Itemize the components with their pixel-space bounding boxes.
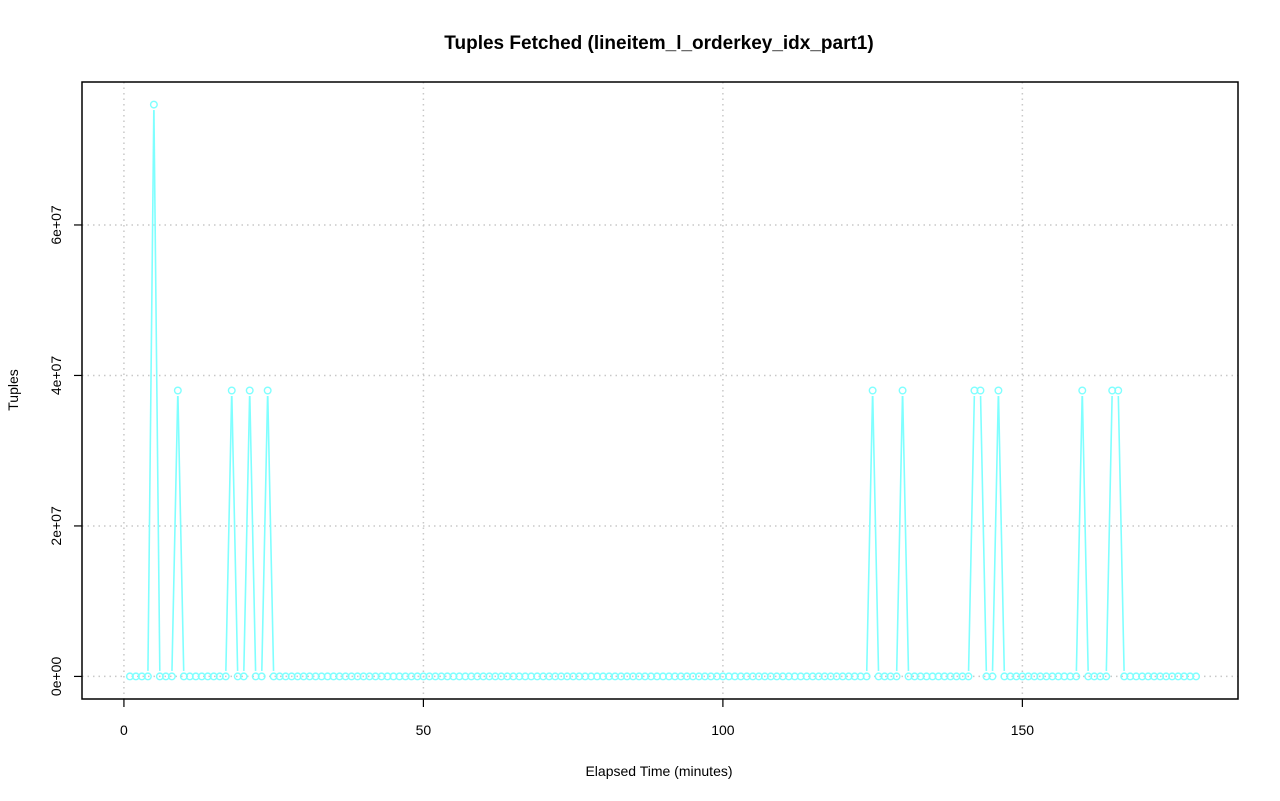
series-segment	[967, 395, 976, 671]
data-point	[221, 672, 230, 681]
series-segment	[177, 395, 185, 671]
series-segment	[225, 395, 233, 671]
series-segment	[997, 395, 1006, 671]
data-point	[149, 100, 158, 109]
y-axis-label: Tuples	[5, 369, 21, 411]
x-tick-label: 50	[416, 722, 432, 738]
series	[125, 100, 1201, 681]
series-segment	[871, 395, 880, 671]
y-tick-label: 0e+00	[48, 657, 64, 697]
x-tick-label: 100	[711, 722, 735, 738]
data-point	[1114, 386, 1123, 395]
series-segment	[249, 395, 257, 671]
data-point	[1072, 672, 1081, 681]
series-segment	[147, 110, 155, 671]
series-segment	[243, 395, 251, 671]
data-point	[898, 386, 907, 395]
series-segment	[171, 395, 179, 671]
x-axis: 0 50 100 150	[120, 699, 1034, 738]
data-point	[257, 672, 266, 681]
data-point	[862, 672, 871, 681]
data-point	[964, 672, 973, 681]
series-segment	[266, 395, 275, 671]
data-point	[227, 386, 236, 395]
chart-title: Tuples Fetched (lineitem_l_orderkey_idx_…	[444, 33, 873, 54]
data-point	[988, 672, 997, 681]
y-tick-label: 6e+07	[48, 205, 64, 245]
x-tick-label: 0	[120, 722, 128, 738]
data-point	[245, 386, 254, 395]
data-point	[239, 672, 248, 681]
plot-frame	[81, 81, 1239, 700]
data-point	[1078, 386, 1087, 395]
y-axis: 0e+00 2e+07 4e+07 6e+07	[48, 205, 82, 696]
data-point	[868, 386, 877, 395]
series-segment	[865, 395, 874, 671]
data-point	[167, 672, 176, 681]
series-segment	[1105, 395, 1113, 671]
series-segment	[895, 395, 904, 671]
x-axis-label: Elapsed Time (minutes)	[585, 763, 732, 779]
data-point	[173, 386, 182, 395]
data-point	[1102, 672, 1111, 681]
series-segment	[261, 395, 269, 671]
series-segment	[979, 395, 988, 671]
data-point	[976, 386, 985, 395]
series-segment	[991, 395, 1000, 671]
data-point	[892, 672, 901, 681]
series-segment	[1081, 395, 1089, 671]
y-tick-label: 2e+07	[48, 506, 64, 546]
series-segment	[231, 395, 239, 671]
data-point	[1192, 672, 1201, 681]
series-segment	[1117, 395, 1125, 671]
data-point	[143, 672, 152, 681]
data-point	[263, 386, 272, 395]
series-segment	[153, 110, 161, 671]
x-tick-label: 150	[1011, 722, 1035, 738]
y-tick-label: 4e+07	[48, 356, 64, 396]
series-segment	[901, 395, 910, 671]
series-segment	[1075, 395, 1083, 671]
grid	[82, 82, 1238, 699]
data-point	[994, 386, 1003, 395]
